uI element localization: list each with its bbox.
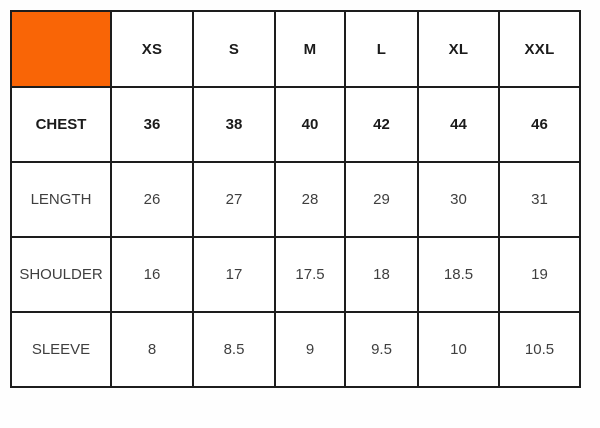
row-label: LENGTH — [10, 161, 112, 238]
table-cell: 9.5 — [344, 311, 419, 388]
header-row: XS S M L XL XXL — [10, 10, 581, 88]
table-cell: 17.5 — [274, 236, 346, 313]
table-cell: 36 — [110, 86, 194, 163]
header-cell-l: L — [344, 10, 419, 88]
table-cell: 16 — [110, 236, 194, 313]
table-row-shoulder: SHOULDER 16 17 17.5 18 18.5 19 — [10, 236, 581, 313]
table-row-sleeve: SLEEVE 8 8.5 9 9.5 10 10.5 — [10, 311, 581, 388]
table-cell: 46 — [498, 86, 581, 163]
size-chart: XS S M L XL XXL CHEST 36 38 40 42 44 46 … — [10, 10, 581, 388]
table-cell: 28 — [274, 161, 346, 238]
table-cell: 17 — [192, 236, 276, 313]
table-cell: 18.5 — [417, 236, 500, 313]
table-cell: 10.5 — [498, 311, 581, 388]
table-cell: 40 — [274, 86, 346, 163]
table-cell: 19 — [498, 236, 581, 313]
table-cell: 31 — [498, 161, 581, 238]
header-cell-m: M — [274, 10, 346, 88]
table-cell: 38 — [192, 86, 276, 163]
header-cell-xl: XL — [417, 10, 500, 88]
table-cell: 26 — [110, 161, 194, 238]
row-label: CHEST — [10, 86, 112, 163]
table-cell: 8 — [110, 311, 194, 388]
header-cell-s: S — [192, 10, 276, 88]
size-chart-table: XS S M L XL XXL CHEST 36 38 40 42 44 46 … — [10, 10, 581, 388]
table-cell: 10 — [417, 311, 500, 388]
row-label: SLEEVE — [10, 311, 112, 388]
table-cell: 18 — [344, 236, 419, 313]
table-cell: 9 — [274, 311, 346, 388]
table-row-length: LENGTH 26 27 28 29 30 31 — [10, 161, 581, 238]
corner-swatch — [10, 10, 112, 88]
table-cell: 42 — [344, 86, 419, 163]
table-row-chest: CHEST 36 38 40 42 44 46 — [10, 86, 581, 163]
table-cell: 30 — [417, 161, 500, 238]
table-cell: 27 — [192, 161, 276, 238]
table-cell: 44 — [417, 86, 500, 163]
table-cell: 29 — [344, 161, 419, 238]
header-cell-xxl: XXL — [498, 10, 581, 88]
row-label: SHOULDER — [10, 236, 112, 313]
header-cell-xs: XS — [110, 10, 194, 88]
table-cell: 8.5 — [192, 311, 276, 388]
